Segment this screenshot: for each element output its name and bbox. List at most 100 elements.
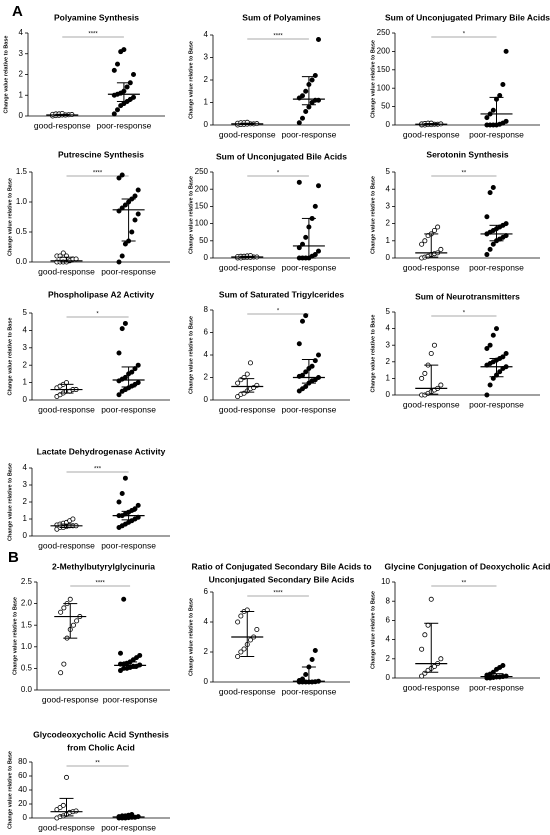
y-tick-label: 8 [386, 596, 391, 605]
data-point [116, 175, 122, 181]
panel: Glycine Conjugation of Deoxycholic Acid C… [370, 561, 550, 692]
data-point [438, 382, 444, 388]
x-tick-label: good-response [38, 822, 95, 832]
data-point [303, 672, 309, 678]
y-tick-label: 2 [204, 647, 209, 656]
data-point [235, 380, 241, 386]
data-point [73, 808, 79, 814]
significance-label: **** [273, 591, 283, 597]
y-tick-label: 2 [386, 357, 391, 366]
panel-title: Sum of Unconjugated Bile Acids [216, 151, 347, 161]
data-point [70, 516, 76, 522]
panel: Putrescine Synthesis Change value relativ… [7, 149, 170, 276]
x-tick-label: good-response [38, 540, 95, 550]
data-point [490, 241, 496, 247]
panel-title: Serotonin Synthesis [426, 149, 508, 159]
y-tick-label: 2 [23, 497, 28, 506]
data-point [490, 184, 496, 190]
data-point [244, 371, 250, 377]
data-point [296, 179, 302, 185]
y-tick-label: 40 [18, 785, 27, 794]
data-point [299, 93, 305, 99]
data-point [306, 104, 312, 110]
y-tick-label: 4 [386, 635, 391, 644]
x-tick-label: good-response [219, 262, 276, 272]
y-tick-label: 4 [204, 30, 209, 39]
data-point [303, 369, 309, 375]
y-axis-label: Change value relative to Base [188, 598, 194, 676]
y-axis-label: Change value relative to Base [7, 318, 13, 396]
panel-title: from Cholic Acid [67, 742, 135, 752]
x-tick-label: poor-response [469, 682, 524, 692]
data-point [312, 648, 318, 654]
y-tick-label: 2 [204, 75, 209, 84]
x-tick-label: poor-response [469, 262, 524, 272]
y-tick-label: 5 [386, 307, 391, 316]
data-point [487, 246, 493, 252]
data-point [487, 342, 493, 348]
y-axis-label: Change value relative to Base [370, 591, 376, 669]
data-point [116, 350, 122, 356]
panel-title: Lactate Dehydrogenase Activity [37, 446, 166, 456]
y-tick-label: 2 [386, 219, 391, 228]
y-tick-label: 4 [386, 184, 391, 193]
data-point [119, 326, 125, 332]
y-tick-label: 0 [386, 673, 391, 682]
data-point [235, 619, 241, 625]
significance-label: * [277, 309, 280, 315]
significance-label: ** [95, 761, 100, 767]
data-point [238, 649, 244, 655]
data-point [238, 613, 244, 619]
panel-title: Sum of Neurotransmitters [415, 291, 520, 301]
data-point [503, 221, 509, 227]
data-point [299, 676, 305, 682]
data-point [438, 246, 444, 252]
y-tick-label: 0 [204, 677, 209, 686]
y-tick-label: 1.5 [21, 620, 33, 629]
data-point [122, 475, 128, 481]
y-tick-label: 3 [19, 49, 24, 58]
data-point [130, 72, 136, 78]
y-tick-label: 0 [23, 813, 28, 822]
y-tick-label: 3 [386, 340, 391, 349]
data-point [135, 502, 141, 508]
significance-label: * [96, 312, 99, 318]
data-point [135, 211, 141, 217]
panel: Serotonin Synthesis Change value relative… [370, 149, 540, 272]
data-point [58, 670, 64, 676]
data-point [118, 650, 124, 656]
data-point [130, 94, 136, 100]
x-tick-label: good-response [219, 404, 276, 414]
data-point [135, 380, 141, 386]
y-tick-label: 1 [204, 98, 209, 107]
panel-title: Polyamine Synthesis [54, 12, 139, 22]
data-point [315, 248, 321, 254]
data-point [119, 253, 125, 259]
x-tick-label: good-response [219, 686, 276, 696]
data-point [309, 363, 315, 369]
data-point [315, 37, 321, 43]
y-tick-label: 3 [23, 343, 28, 352]
y-tick-label: 2 [23, 360, 28, 369]
x-tick-label: poor-response [281, 262, 336, 272]
data-point [60, 802, 66, 808]
data-point [422, 632, 428, 638]
y-axis-label: Change value relative to Base [12, 597, 18, 675]
y-tick-label: 0.0 [21, 685, 33, 694]
y-tick-label: 250 [195, 167, 209, 176]
data-point [137, 652, 143, 658]
data-point [503, 350, 509, 356]
y-tick-label: 10 [381, 577, 390, 586]
y-tick-label: 2 [19, 70, 24, 79]
data-point [121, 596, 127, 602]
data-point [309, 657, 315, 663]
data-point [60, 250, 66, 256]
x-tick-label: poor-response [469, 129, 524, 139]
data-point [303, 109, 309, 115]
significance-label: ** [462, 581, 467, 587]
y-axis-label: Change value relative to Base [3, 36, 9, 114]
data-point [309, 77, 315, 83]
panel-title: Glycodeoxycholic Acid Synthesis [33, 729, 169, 739]
y-axis-label: Change value relative to Base [7, 178, 13, 256]
data-point [132, 193, 138, 199]
